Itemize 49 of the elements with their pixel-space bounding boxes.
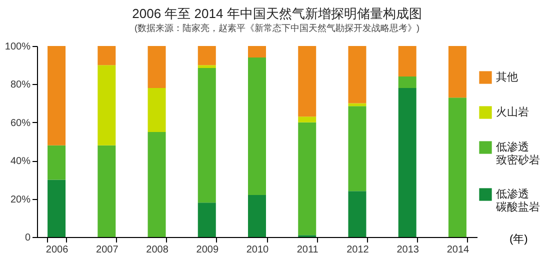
y-tick-label: 40% (10, 156, 31, 168)
legend-label: 其他 (496, 70, 518, 84)
x-tick-label: 2007 (96, 244, 119, 256)
bar (348, 106, 366, 192)
x-tick-label: 2008 (146, 244, 169, 256)
x-tick-label: 2009 (196, 244, 219, 256)
y-tick-label: 60% (10, 118, 31, 129)
bar (48, 180, 66, 237)
bar (198, 202, 216, 237)
bar (148, 88, 166, 132)
x-tick-label: 2013 (396, 244, 420, 256)
bar (48, 46, 66, 146)
chart-title: 2006 年至 2014 年中国天然气新增探明储量构成图 (132, 6, 422, 21)
bar (248, 46, 266, 58)
bar (398, 88, 416, 237)
bar (398, 76, 416, 88)
bar (298, 116, 316, 122)
bar (398, 46, 416, 77)
bar (198, 65, 216, 68)
bar (148, 132, 166, 237)
bar (198, 68, 216, 203)
bar (48, 145, 66, 180)
bar (198, 46, 216, 66)
bar (348, 46, 366, 104)
bar (298, 122, 316, 236)
bar (448, 46, 466, 98)
bar (298, 46, 316, 117)
x-axis-title: (年) (510, 234, 528, 246)
bar (98, 65, 116, 146)
chart-subtitle: (数据来源：陆家亮，赵素平《新常态下中国天然气勘探开发战略思考》) (134, 23, 420, 33)
y-tick-label: 80% (10, 80, 31, 91)
y-tick-label: 20% (10, 194, 31, 206)
y-tick-label: 0 (24, 232, 31, 244)
bar (98, 46, 116, 66)
bar (448, 98, 466, 237)
bar (98, 145, 116, 237)
bar (248, 57, 266, 195)
x-tick-label: 2006 (46, 244, 69, 256)
x-tick-label: 2011 (296, 244, 319, 256)
legend-label: 低渗透碳酸盐岩 (495, 188, 540, 214)
x-tick-label: 2014 (446, 244, 470, 256)
legend-label: 低渗透致密砂岩 (496, 140, 540, 166)
legend-label: 火山岩 (496, 106, 529, 118)
bar (148, 46, 166, 88)
bar (348, 191, 366, 237)
x-tick-label: 2010 (246, 244, 270, 256)
x-tick-label: 2012 (346, 244, 370, 256)
bar (248, 194, 266, 237)
y-tick-label: 100% (4, 42, 31, 52)
